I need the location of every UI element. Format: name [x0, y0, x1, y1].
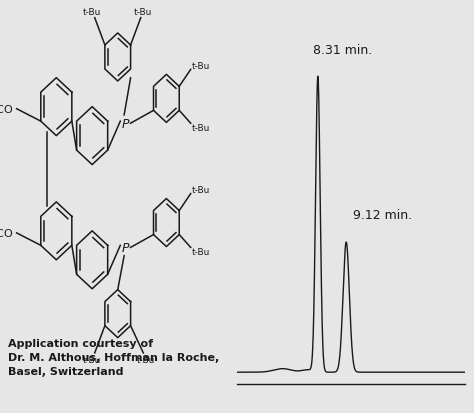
Text: t-Bu: t-Bu [83, 355, 101, 364]
Text: H$_3$CO: H$_3$CO [0, 102, 14, 116]
Text: 8.31 min.: 8.31 min. [313, 44, 372, 57]
Text: 9.12 min.: 9.12 min. [353, 209, 411, 222]
Text: P: P [122, 117, 129, 131]
Text: P: P [122, 241, 129, 254]
Text: t-Bu: t-Bu [83, 8, 101, 17]
Text: t-Bu: t-Bu [192, 185, 210, 195]
Text: t-Bu: t-Bu [192, 247, 210, 256]
Text: t-Bu: t-Bu [134, 8, 153, 17]
Text: t-Bu: t-Bu [192, 123, 210, 133]
Text: H$_3$CO: H$_3$CO [0, 226, 14, 240]
Text: t-Bu: t-Bu [137, 355, 155, 364]
Text: Application courtesy of
Dr. M. Althous, Hoffman la Roche,
Basel, Switzerland: Application courtesy of Dr. M. Althous, … [8, 339, 219, 377]
Text: t-Bu: t-Bu [192, 62, 210, 71]
